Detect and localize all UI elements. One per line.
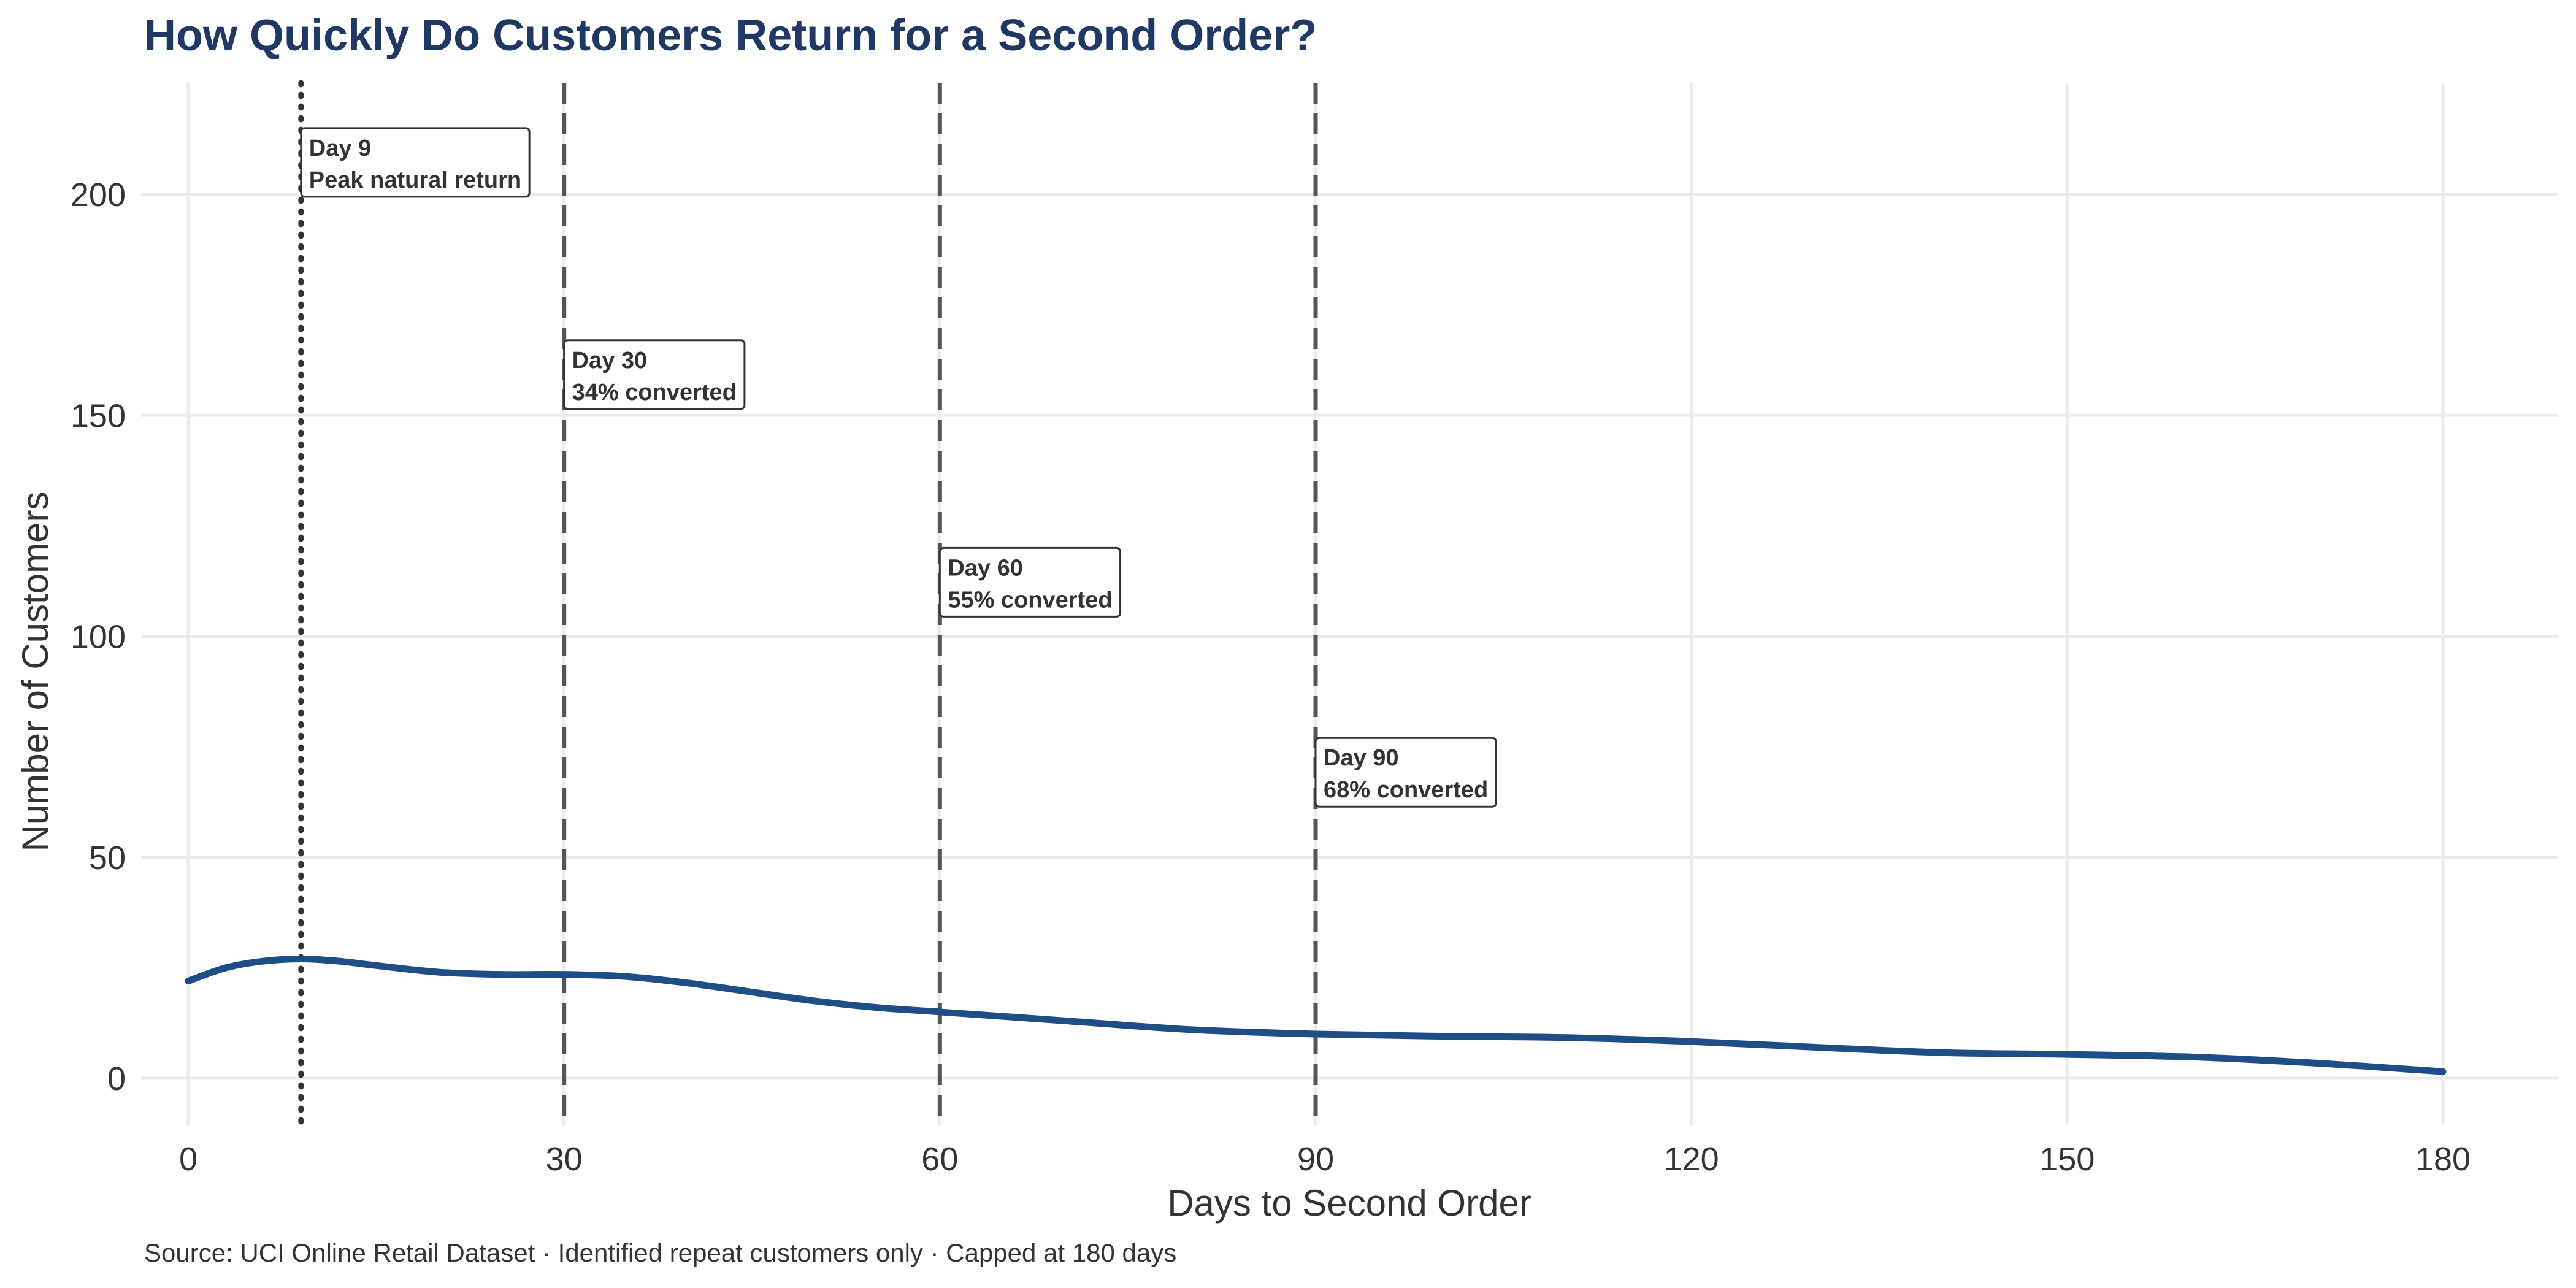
annotation-box [300,127,531,198]
y-tick-label: 0 [107,1060,126,1097]
annotations: Day 9 Peak natural return Day 30 34% conver… [300,127,1497,808]
annotation-box [1314,737,1497,808]
annotation-title: Day 9 [309,136,371,161]
y-axis-label: Number of Customers [15,492,56,852]
annotation-label: Day 30 34% converted [563,339,746,410]
annotation-label: Day 60 55% converted [938,546,1122,618]
reference-lines [298,80,1318,1129]
x-tick-label: 30 [546,1141,583,1178]
x-tick-label: 0 [179,1141,197,1178]
annotation-label: Day 90 68% converted [1314,737,1497,808]
annotation-detail: 68% converted [1324,777,1488,803]
x-tick-label: 60 [921,1141,958,1178]
annotation-label: Day 9 Peak natural return [300,127,531,198]
chart-caption: Source: UCI Online Retail Dataset · Iden… [144,1238,1176,1267]
x-tick-label: 120 [1664,1141,1719,1178]
annotation-detail: 34% converted [572,380,737,405]
annotation-title: Day 60 [948,555,1023,581]
annotation-detail: 55% converted [948,587,1112,613]
y-tick-label: 100 [71,619,126,656]
y-tick-label: 150 [71,397,126,434]
series-layer [185,955,2447,1075]
annotation-title: Day 30 [572,348,648,374]
grid-lines [141,83,2558,1125]
annotation-box [563,339,746,410]
x-tick-label: 150 [2039,1141,2095,1178]
x-tick-label: 90 [1297,1141,1334,1178]
chart-title: How Quickly Do Customers Return for a Se… [144,11,1317,60]
x-tick-label: 180 [2415,1141,2471,1178]
series-line [185,955,2447,1075]
annotation-box [938,546,1122,618]
y-tick-label: 50 [89,840,126,876]
y-tick-label: 200 [71,177,126,213]
tick-labels: 0 50 100 150 200 0 30 60 90 120 150 180 [71,177,2471,1178]
x-axis-label: Days to Second Order [1167,1183,1531,1224]
annotation-detail: Peak natural return [309,167,521,193]
annotation-title: Day 90 [1324,745,1399,771]
